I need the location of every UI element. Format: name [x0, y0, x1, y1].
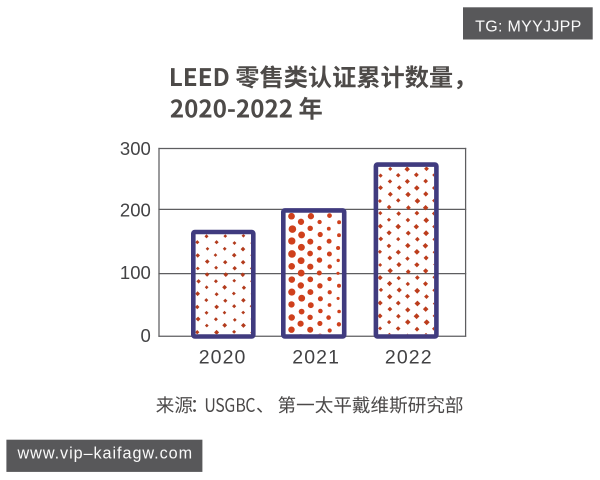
svg-text:200: 200 — [120, 200, 151, 221]
svg-text:2020: 2020 — [199, 346, 247, 368]
svg-text:TG: MYYJJPP: TG: MYYJJPP — [475, 19, 581, 36]
svg-text:2022: 2022 — [385, 346, 433, 368]
svg-text:100: 100 — [120, 262, 151, 283]
svg-text:0: 0 — [141, 325, 151, 346]
svg-text:300: 300 — [120, 138, 151, 159]
svg-text:2021: 2021 — [292, 346, 340, 368]
svg-text:www.vip–kaifagw.com: www.vip–kaifagw.com — [17, 445, 194, 463]
